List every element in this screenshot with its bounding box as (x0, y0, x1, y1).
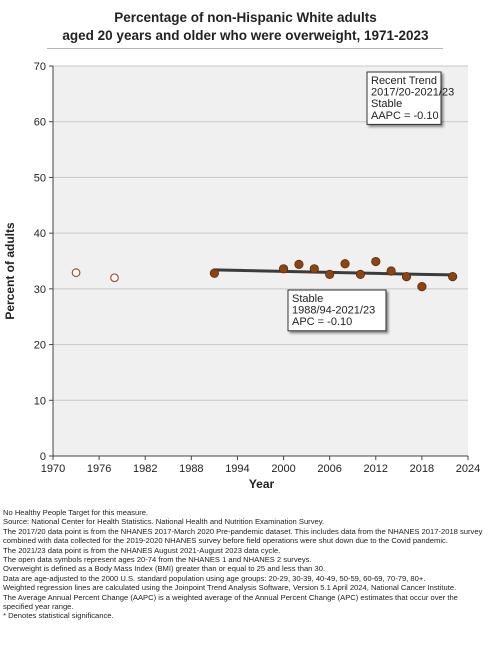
x-tick-label: 2006 (317, 463, 341, 475)
x-tick-label: 1976 (87, 463, 111, 475)
data-point (401, 271, 412, 282)
annotation-line: 1988/94-2021/23 (292, 305, 375, 317)
data-point (340, 259, 350, 269)
footnotes: No Healthy People Target for this measur… (3, 508, 487, 621)
footnote-line: * Denotes statistical significance. (3, 611, 114, 621)
annotation-line: Stable (371, 98, 402, 110)
x-tick-label: 1970 (41, 463, 65, 475)
y-tick-label: 40 (34, 228, 46, 240)
footnote-line: Data are age-adjusted to the 2000 U.S. s… (3, 573, 426, 583)
y-tick-label: 70 (34, 61, 46, 73)
data-point (355, 269, 366, 279)
annotation-line: AAPC = -0.10 (371, 110, 439, 122)
footnote-line: The 2021/23 data point is from the NHANE… (3, 545, 281, 555)
x-tick-label: 1988 (179, 463, 203, 475)
chart-title-line-2: aged 20 years and older who were overwei… (62, 28, 429, 43)
x-tick-label: 2024 (456, 463, 480, 475)
title-divider (47, 48, 443, 49)
footnote-line: No Healthy People Target for this measur… (3, 508, 149, 517)
open-data-point (71, 268, 81, 278)
data-point (278, 264, 289, 274)
y-tick-label: 0 (40, 451, 46, 463)
y-axis-label: Percent of adults (3, 222, 17, 320)
annotation-box (287, 289, 387, 332)
y-tick-labels: 0 10 20 30 40 50 60 70 (34, 61, 53, 463)
annotation-line: 2017/20-2021/23 (371, 87, 454, 99)
annotation-box (366, 71, 442, 125)
plot-area (53, 66, 468, 456)
x-axis-label: Year (249, 477, 275, 491)
open-data-point (110, 273, 119, 283)
x-tick-label: 1982 (133, 463, 157, 475)
footnote-line: The Average Annual Percent Change (AAPC)… (3, 592, 458, 612)
data-point (386, 266, 396, 276)
annotation-line: Recent Trend (371, 75, 437, 87)
annotation-line: APC = -0.10 (292, 316, 352, 328)
footnote-line: The open data symbols represent ages 20-… (3, 555, 312, 565)
x-tick-label: 2018 (410, 463, 434, 475)
chart-svg: 1970 1976 1982 1988 1994 2000 2006 2012 2018 2024… (3, 61, 480, 491)
y-tick-label: 60 (34, 117, 46, 129)
data-point (371, 256, 381, 267)
data-point (417, 282, 427, 292)
chart-title: Percentage of non-Hispanic White adults … (0, 9, 491, 45)
y-tick-label: 10 (34, 395, 46, 407)
x-tick-label: 1994 (225, 463, 249, 475)
footnote-line: Weighted regression lines are calculated… (3, 583, 457, 593)
data-point (325, 269, 335, 279)
axes (52, 66, 468, 457)
footnote-line: Source: National Center for Health Stati… (3, 517, 325, 527)
annotation-line: Stable (292, 293, 323, 305)
data-point (309, 264, 319, 274)
x-tick-label: 2000 (271, 463, 295, 475)
data-point (294, 259, 304, 269)
y-tick-label: 20 (34, 340, 46, 352)
x-tick-label: 2012 (364, 463, 388, 475)
footnote-line: Overweight is defined as a Body Mass Ind… (3, 564, 326, 574)
data-point (209, 268, 219, 278)
y-tick-label: 30 (34, 284, 46, 296)
data-points (71, 256, 458, 292)
footnote-line: The 2017/20 data point is from the NHANE… (3, 526, 483, 546)
y-tick-label: 50 (34, 172, 46, 184)
x-tick-labels: 1970 1976 1982 1988 1994 2000 2006 2012 2018 2024 (41, 456, 480, 475)
data-point (448, 271, 458, 282)
chart-title-line-1: Percentage of non-Hispanic White adults (114, 10, 377, 25)
